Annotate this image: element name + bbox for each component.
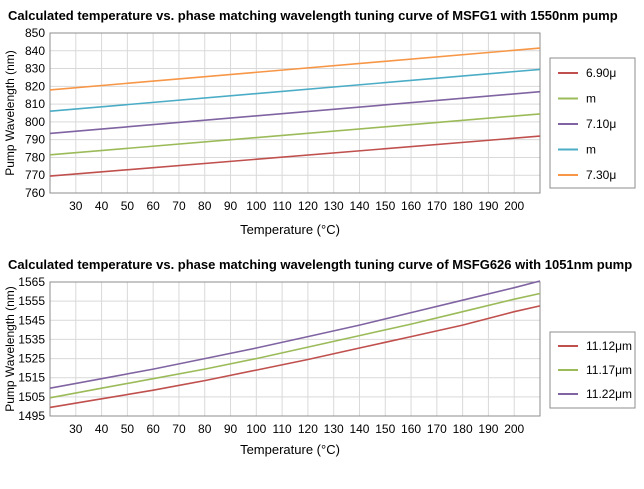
chart-title: Calculated temperature vs. phase matchin…	[8, 8, 618, 23]
x-tick-label: 190	[478, 199, 498, 213]
series-line-0	[49, 135, 541, 177]
y-tick-label: 790	[25, 133, 45, 147]
series-line-2	[49, 280, 541, 389]
x-tick-label: 130	[324, 199, 344, 213]
x-tick-label: 50	[121, 422, 135, 436]
x-axis-label: Temperature (°C)	[240, 222, 340, 237]
x-tick-label: 200	[504, 199, 524, 213]
legend-label-4: 7.30μ	[586, 168, 616, 182]
y-tick-label: 810	[25, 97, 45, 111]
x-tick-label: 150	[375, 422, 395, 436]
x-tick-label: 100	[246, 199, 266, 213]
plot-area-frame	[49, 32, 541, 194]
x-tick-label: 170	[427, 422, 447, 436]
y-tick-label: 820	[25, 79, 45, 93]
series-line-2	[49, 90, 541, 135]
x-tick-label: 30	[69, 199, 83, 213]
chart-msfg626: Calculated temperature vs. phase matchin…	[0, 250, 644, 489]
y-tick-label: 1515	[18, 371, 45, 385]
x-tick-label: 30	[69, 422, 83, 436]
x-tick-label: 100	[246, 422, 266, 436]
x-tick-label: 40	[95, 422, 109, 436]
x-tick-label: 150	[375, 199, 395, 213]
x-tick-label: 160	[401, 422, 421, 436]
x-tick-label: 90	[224, 199, 238, 213]
legend-label-1: 11.17μm	[586, 363, 632, 377]
y-tick-label: 800	[25, 115, 45, 129]
chart-msfg1-plot: 760 770 780 790 800 810 820 830 840 850 30 40 50 60 70…	[3, 26, 636, 237]
x-tick-label: 170	[427, 199, 447, 213]
x-tick-label: 110	[273, 422, 292, 436]
x-axis-label: Temperature (°C)	[240, 442, 340, 457]
x-tick-label: 120	[298, 199, 318, 213]
series-line-0	[49, 305, 541, 409]
legend-label-2: 11.22μm	[586, 387, 632, 401]
x-tick-label: 160	[401, 199, 421, 213]
x-tick-label: 200	[504, 422, 524, 436]
x-tick-label: 60	[146, 422, 160, 436]
x-tick-label: 80	[198, 422, 212, 436]
legend-label-1: m	[586, 92, 596, 106]
y-tick-label: 1505	[18, 390, 45, 404]
x-tick-label: 180	[453, 422, 473, 436]
y-tick-label: 850	[25, 26, 45, 40]
series-line-1	[49, 113, 541, 156]
x-tick-label: 120	[298, 422, 318, 436]
x-tick-label: 180	[453, 199, 473, 213]
x-tick-label: 70	[172, 422, 186, 436]
x-tick-label: 50	[121, 199, 135, 213]
plot-area-frame	[49, 281, 541, 417]
series-line-4	[49, 47, 541, 91]
x-tick-label: 70	[172, 199, 186, 213]
y-axis-label: Pump Wavelength (nm)	[3, 50, 17, 176]
chart-msfg626-plot: 1495 1505 1515 1525 1535 1545 1555 1565 30 40 50 60…	[3, 275, 636, 457]
y-tick-label: 1555	[18, 294, 45, 308]
y-tick-label: 840	[25, 44, 45, 58]
x-tick-label: 40	[95, 199, 109, 213]
y-tick-label: 770	[25, 168, 45, 182]
x-tick-label: 110	[273, 199, 292, 213]
x-tick-label: 130	[324, 422, 344, 436]
y-tick-label: 830	[25, 62, 45, 76]
y-tick-label: 1565	[18, 275, 45, 289]
series-line-1	[49, 292, 541, 399]
x-tick-label: 60	[146, 199, 160, 213]
x-tick-label: 190	[478, 422, 498, 436]
x-tick-label: 140	[349, 199, 369, 213]
series-line-3	[49, 68, 541, 112]
y-tick-label: 1495	[18, 409, 45, 423]
legend-label-0: 6.90μ	[586, 66, 616, 80]
y-tick-label: 1525	[18, 352, 45, 366]
y-axis-label: Pump Wavelength (nm)	[3, 286, 17, 412]
chart-title: Calculated temperature vs. phase matchin…	[8, 257, 633, 272]
y-tick-label: 780	[25, 150, 45, 164]
chart-msfg1: Calculated temperature vs. phase matchin…	[3, 8, 636, 237]
x-tick-label: 90	[224, 422, 238, 436]
y-tick-label: 1545	[18, 313, 45, 327]
x-tick-label: 80	[198, 199, 212, 213]
legend-label-3: m	[586, 143, 596, 157]
x-tick-label: 140	[349, 422, 369, 436]
y-tick-label: 1535	[18, 332, 45, 346]
y-tick-label: 760	[25, 186, 45, 200]
legend-label-2: 7.10μ	[586, 117, 616, 131]
legend-label-0: 11.12μm	[586, 339, 632, 353]
